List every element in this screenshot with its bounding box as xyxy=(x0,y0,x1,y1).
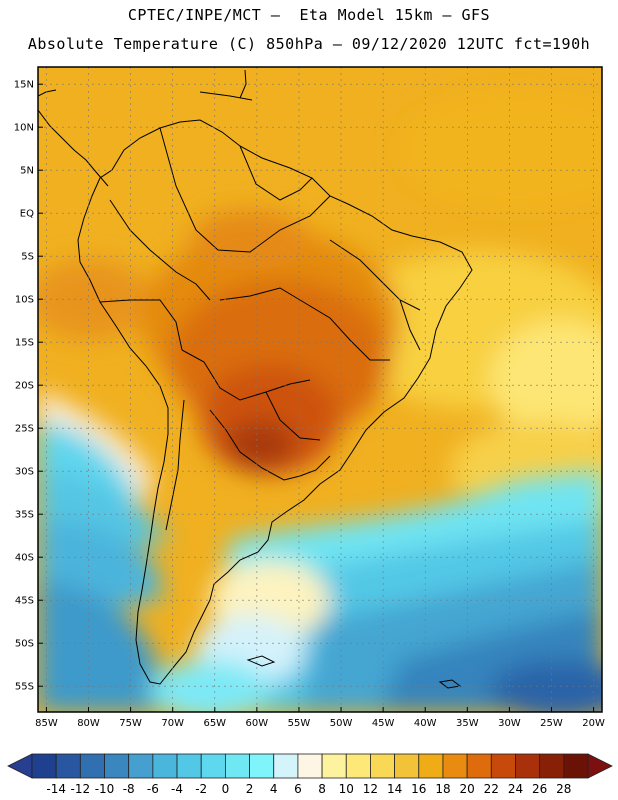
lat-tick-label: 30S xyxy=(15,467,34,478)
colorbar-label: 26 xyxy=(532,782,547,796)
lon-tick-label: 45W xyxy=(372,718,395,729)
colorbar-swatch xyxy=(55,753,81,779)
colorbar-label: 8 xyxy=(318,782,326,796)
lat-tick-label: 20S xyxy=(15,381,34,392)
colorbar-swatch xyxy=(104,753,130,779)
colorbar-swatch xyxy=(321,753,347,779)
colorbar-label: -2 xyxy=(195,782,207,796)
lat-tick-label: 10S xyxy=(15,295,34,306)
colorbar-label: 20 xyxy=(459,782,474,796)
lon-tick-label: 85W xyxy=(35,718,58,729)
colorbar-swatch xyxy=(539,753,565,779)
colorbar-swatch xyxy=(273,753,299,779)
colorbar-label: 28 xyxy=(556,782,571,796)
lat-tick-label: 15S xyxy=(15,338,34,349)
lon-tick-label: 40W xyxy=(414,718,437,729)
colorbar-label: -10 xyxy=(95,782,115,796)
colorbar-label: 12 xyxy=(363,782,378,796)
colorbar-swatch xyxy=(515,753,541,779)
colorbar-label: 16 xyxy=(411,782,426,796)
lon-tick-label: 35W xyxy=(456,718,479,729)
lon-tick-label: 25W xyxy=(540,718,563,729)
colorbar-label: -14 xyxy=(46,782,66,796)
lon-tick-label: 80W xyxy=(77,718,100,729)
lat-tick-label: 55S xyxy=(15,682,34,693)
latitude-axis: 15N 10N 5N EQ 5S 10S 15S 20S 25S 30S 35S 40S 45S 50S 5… xyxy=(14,80,43,693)
colorbar-label: -6 xyxy=(147,782,159,796)
colorbar-swatch xyxy=(466,753,492,779)
chart-subtitle: Absolute Temperature (C) 850hPa – 09/12/… xyxy=(27,35,591,53)
colorbar-label: -4 xyxy=(171,782,183,796)
colorbar-label: 0 xyxy=(222,782,230,796)
lat-tick-label: 45S xyxy=(15,596,34,607)
lat-tick-label: 35S xyxy=(15,510,34,521)
colorbar-swatch xyxy=(490,753,516,779)
colorbar-label: -8 xyxy=(123,782,135,796)
coastline xyxy=(38,69,473,689)
colorbar-swatch xyxy=(79,753,105,779)
colorbar-swatch xyxy=(200,753,226,779)
lon-tick-label: 50W xyxy=(330,718,353,729)
lat-tick-label: 10N xyxy=(14,123,34,134)
colorbar-swatch xyxy=(31,753,57,779)
colorbar-swatch xyxy=(418,753,444,779)
colorbar-label: -12 xyxy=(71,782,91,796)
lon-tick-label: 55W xyxy=(288,718,311,729)
colorbar-swatch xyxy=(128,753,154,779)
lon-tick-label: 30W xyxy=(498,718,521,729)
colorbar-swatch xyxy=(370,753,396,779)
lat-tick-label: 5N xyxy=(20,166,34,177)
colorbar-swatch xyxy=(563,753,589,779)
colorbar-label: 2 xyxy=(246,782,254,796)
colorbar-label: 6 xyxy=(294,782,302,796)
chart-title: CPTEC/INPE/MCT – Eta Model 15km – GFS xyxy=(127,6,491,24)
lon-tick-label: 75W xyxy=(119,718,142,729)
temperature-field xyxy=(38,67,602,712)
colorbar-low-arrow xyxy=(7,753,33,779)
colorbar-label: 18 xyxy=(435,782,450,796)
colorbar-label: 4 xyxy=(270,782,278,796)
lat-tick-label: 50S xyxy=(15,639,34,650)
colorbar-swatch xyxy=(345,753,371,779)
colorbar: -14 -12 -10 -8 -6 -4 -2 0 2 4 6 8 10 12 14 16 18 20 22 24 26… xyxy=(7,753,613,796)
colorbar-swatch xyxy=(442,753,468,779)
lat-tick-label: 15N xyxy=(14,80,34,91)
colorbar-swatch xyxy=(152,753,178,779)
colorbar-label: 14 xyxy=(387,782,402,796)
map-frame xyxy=(37,66,603,713)
lon-tick-label: 20W xyxy=(582,718,605,729)
lat-tick-label: 40S xyxy=(15,553,34,564)
longitude-axis: 85W 80W 75W 70W 65W 60W 55W 50W 45W 40W 35W 30W 25W 2… xyxy=(35,707,605,729)
colorbar-label: 10 xyxy=(339,782,354,796)
lat-tick-label: 5S xyxy=(21,252,34,263)
lat-tick-label: EQ xyxy=(20,209,34,220)
colorbar-swatch xyxy=(224,753,250,779)
colorbar-label: 24 xyxy=(508,782,523,796)
colorbar-swatch xyxy=(249,753,275,779)
colorbar-label: 22 xyxy=(484,782,499,796)
colorbar-swatch xyxy=(176,753,202,779)
lon-tick-label: 65W xyxy=(203,718,226,729)
lon-tick-label: 60W xyxy=(246,718,269,729)
colorbar-high-arrow xyxy=(587,753,613,779)
lon-tick-label: 70W xyxy=(161,718,184,729)
colorbar-swatch xyxy=(394,753,420,779)
colorbar-swatch xyxy=(297,753,323,779)
graticule xyxy=(38,67,602,712)
lat-tick-label: 25S xyxy=(15,424,34,435)
